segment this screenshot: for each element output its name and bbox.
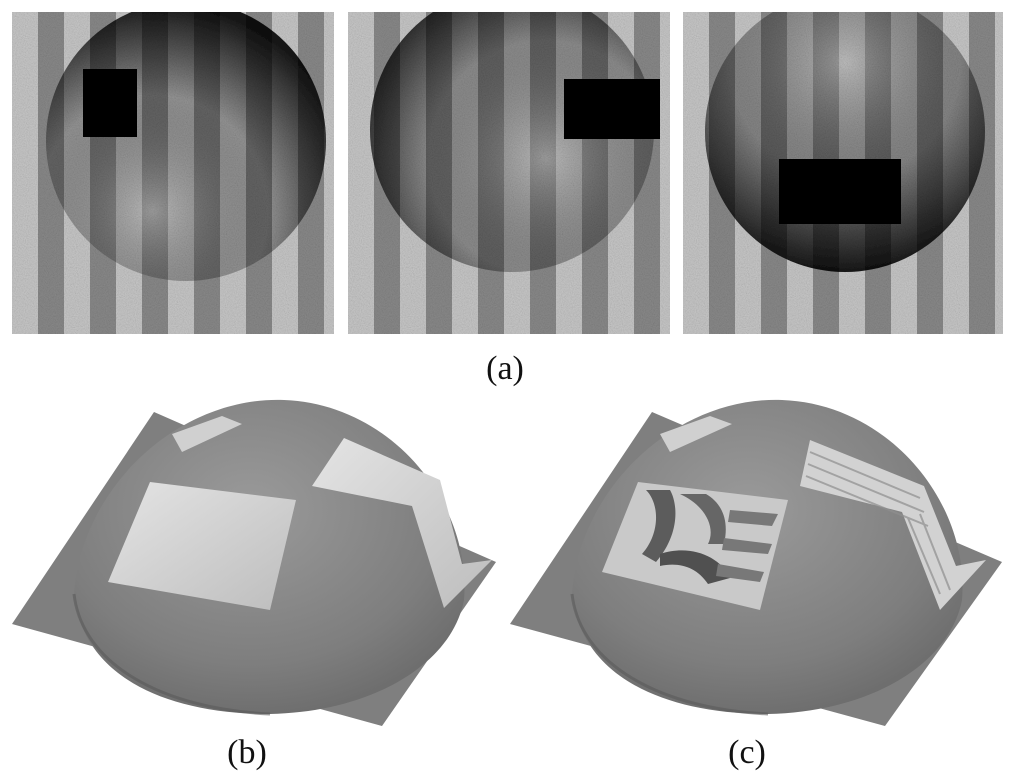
patch-right (312, 438, 492, 608)
stripe-artifacts (805, 451, 951, 595)
patch-back (660, 416, 732, 452)
patch-back (172, 416, 242, 452)
occluder-rect (83, 69, 137, 137)
caption-c: (c) (728, 734, 766, 771)
artifact-ridges (642, 490, 778, 584)
reconstruction-b (12, 399, 496, 726)
reconstruction-c (510, 399, 1002, 726)
occluder-rect (779, 159, 901, 224)
occluder-rect (564, 79, 660, 139)
image-a1 (12, 12, 334, 334)
image-a2 (348, 12, 670, 334)
caption-a: (a) (486, 350, 524, 387)
patch-right (800, 440, 986, 610)
image-a3 (683, 12, 1003, 334)
caption-b: (b) (227, 734, 267, 771)
patch-front (108, 482, 296, 610)
